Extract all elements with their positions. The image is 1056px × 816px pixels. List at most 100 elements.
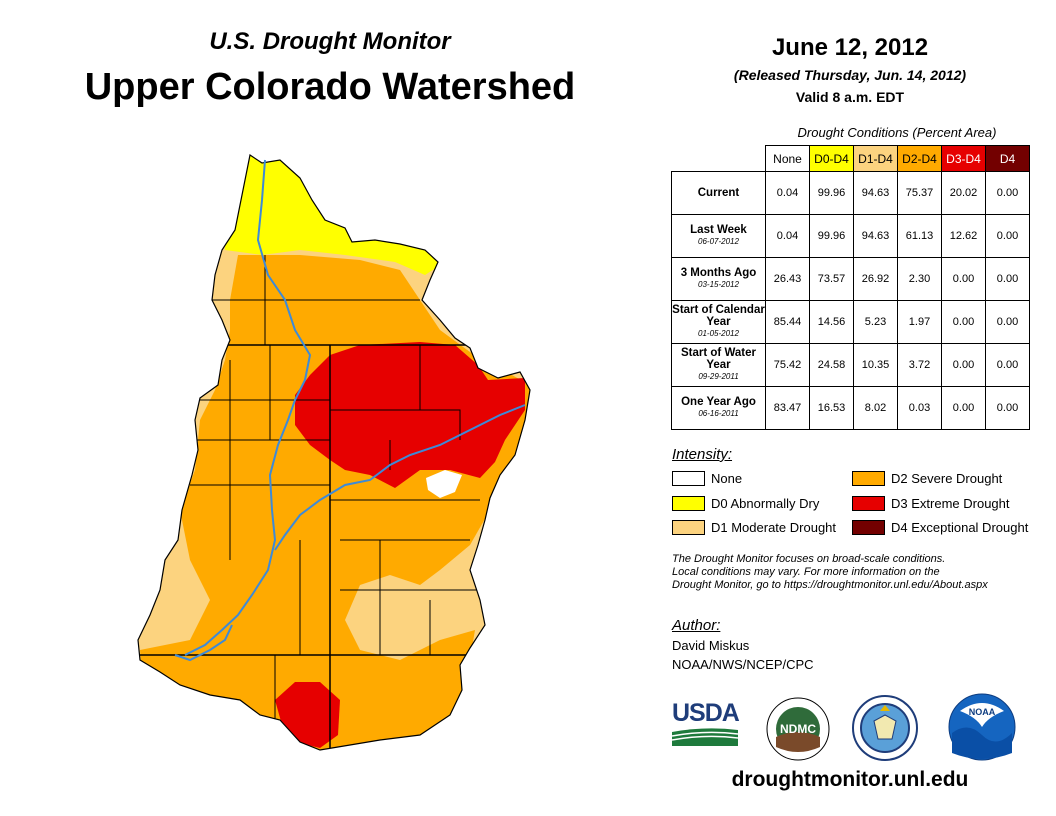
col-d4: D4 [985,145,1030,172]
table-cell: 61.13 [897,214,942,258]
table-cell: 12.62 [941,214,986,258]
table-cell: 26.43 [765,257,810,301]
legend-swatch [672,471,705,486]
table-cell: 20.02 [941,171,986,215]
table-cell: 5.23 [853,300,898,344]
valid-time: Valid 8 a.m. EDT [795,89,905,105]
table-cell: 73.57 [809,257,854,301]
table-cell: 0.03 [897,386,942,430]
table-row: 3 Months Ago 03-15-2012 26.43 73.57 26.92… [671,257,1030,301]
commerce-seal-icon [852,695,918,761]
legend-item-d3: D3 Extreme Drought [852,496,1010,511]
legend-label: D2 Severe Drought [891,471,1003,486]
table-caption: Drought Conditions (Percent Area) [797,125,997,140]
table-row: Start of Water Year 09-29-2011 75.42 24.5… [671,343,1030,387]
col-d3-d4: D3-D4 [941,145,986,172]
row-label: Start of Water Year 09-29-2011 [671,343,766,387]
author-org: NOAA/NWS/NCEP/CPC [672,657,814,672]
table-cell: 24.58 [809,343,854,387]
table-row: Start of Calendar Year 01-05-2012 85.44 1… [671,300,1030,344]
table-cell: 0.00 [985,257,1030,301]
row-label: 3 Months Ago 03-15-2012 [671,257,766,301]
legend-swatch [672,496,705,511]
usda-logo: USDA [671,699,740,748]
legend-item-d2: D2 Severe Drought [852,471,1002,486]
table-cell: 8.02 [853,386,898,430]
note-line: Local conditions may vary. For more info… [672,566,940,578]
rivers [174,159,526,662]
table-cell: 10.35 [853,343,898,387]
table-cell: 85.44 [765,300,810,344]
legend-title: Intensity: [672,446,733,463]
table-corner [671,145,766,172]
drought-stats-table: None D0-D4 D1-D4 D2-D4 D3-D4 D4 Current … [671,145,1030,430]
ndmc-logo: NDMC [766,697,830,761]
map-subtitle: Upper Colorado Watershed [84,66,576,108]
map-title: U.S. Drought Monitor [209,28,451,55]
table-row: Last Week 06-07-2012 0.04 99.96 94.63 61.… [671,214,1030,258]
legend-label: None [711,471,743,486]
release-date: (Released Thursday, Jun. 14, 2012) [733,67,967,83]
table-cell: 14.56 [809,300,854,344]
table-cell: 0.04 [765,214,810,258]
table-cell: 75.42 [765,343,810,387]
row-label: Current [671,171,766,215]
drought-map [137,154,531,751]
table-cell: 26.92 [853,257,898,301]
usda-logo-text: USDA [672,699,740,727]
legend-item-d0: D0 Abnormally Dry [672,496,819,511]
table-cell: 99.96 [809,214,854,258]
legend-label: D3 Extreme Drought [891,496,1010,511]
row-label: Last Week 06-07-2012 [671,214,766,258]
author-name: David Miskus [672,638,750,653]
legend-swatch [852,496,885,511]
table-cell: 94.63 [853,171,898,215]
col-d0-d4: D0-D4 [809,145,854,172]
table-cell: 0.00 [941,386,986,430]
table-cell: 16.53 [809,386,854,430]
basin-outline [137,154,531,751]
table-header-row: None D0-D4 D1-D4 D2-D4 D3-D4 D4 [671,145,1030,172]
row-label: Start of Calendar Year 01-05-2012 [671,300,766,344]
legend-swatch [852,471,885,486]
table-cell: 0.00 [941,300,986,344]
noaa-logo-text: NOAA [969,707,996,717]
table-cell: 1.97 [897,300,942,344]
table-cell: 0.00 [985,386,1030,430]
noaa-logo: NOAA [948,693,1016,761]
table-cell: 0.00 [941,257,986,301]
table-cell: 3.72 [897,343,942,387]
table-cell: 0.00 [985,300,1030,344]
author-label: Author: [672,617,721,634]
col-d2-d4: D2-D4 [897,145,942,172]
legend-item-d4: D4 Exceptional Drought [852,520,1028,535]
table-row: One Year Ago 06-16-2011 83.47 16.53 8.02 … [671,386,1030,430]
map-date: June 12, 2012 [771,34,929,61]
col-d1-d4: D1-D4 [853,145,898,172]
note-line: The Drought Monitor focuses on broad-sca… [672,553,946,565]
usda-logo-field-icon [671,728,739,746]
table-cell: 0.00 [985,214,1030,258]
ndmc-logo-text: NDMC [780,722,816,736]
table-cell: 0.00 [985,343,1030,387]
drought-areas [138,155,530,750]
legend-label: D4 Exceptional Drought [891,520,1029,535]
col-none: None [765,145,810,172]
table-cell: 0.00 [985,171,1030,215]
legend-label: D1 Moderate Drought [711,520,837,535]
legend-swatch [852,520,885,535]
table-cell: 0.04 [765,171,810,215]
table-cell: 75.37 [897,171,942,215]
table-cell: 99.96 [809,171,854,215]
table-cell: 0.00 [941,343,986,387]
row-label: One Year Ago 06-16-2011 [671,386,766,430]
none-area [426,470,462,498]
table-cell: 83.47 [765,386,810,430]
table-row: Current 0.04 99.96 94.63 75.37 20.02 0.0… [671,171,1030,215]
legend-swatch [672,520,705,535]
website-link[interactable]: droughtmonitor.unl.edu [731,768,969,791]
disclaimer-note: The Drought Monitor focuses on broad-sca… [672,553,1042,592]
d3-area [295,342,525,488]
legend-item-none: None [672,471,742,486]
legend-label: D0 Abnormally Dry [711,496,820,511]
